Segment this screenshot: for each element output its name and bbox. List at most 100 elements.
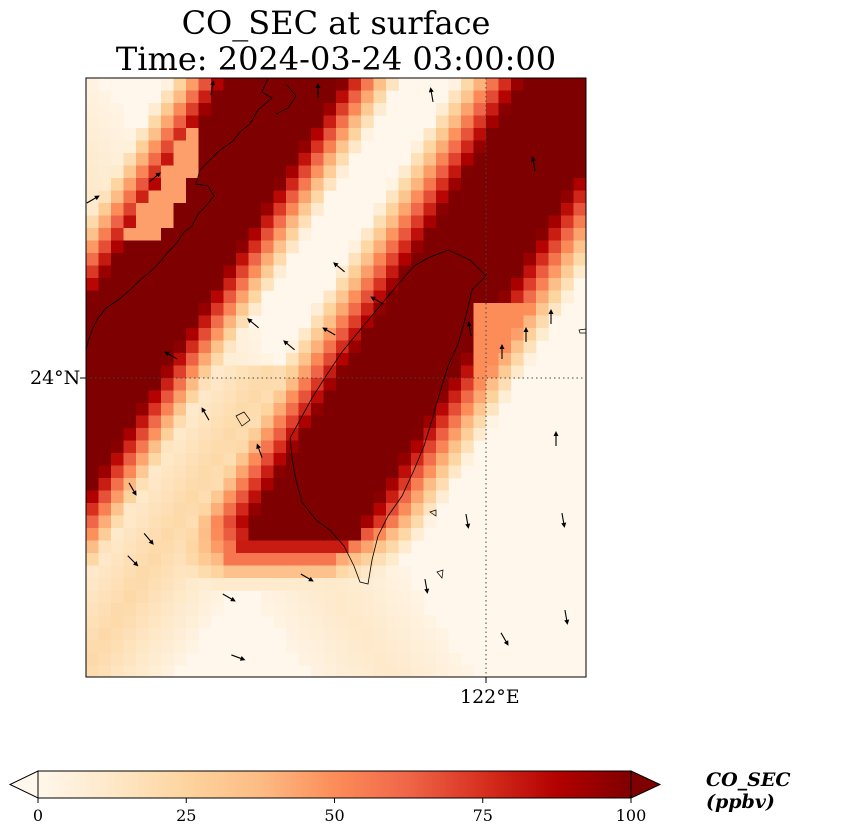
field-cell [248,478,262,491]
field-cell [161,490,174,504]
field-cell [498,390,512,404]
field-cell [161,278,174,291]
field-cell [148,165,162,179]
field-cell [548,215,562,229]
field-cell [248,215,262,229]
field-cell [373,240,387,254]
field-cell [236,578,249,591]
field-cell [323,303,337,316]
field-cell [373,653,387,666]
field-cell [86,103,99,116]
field-cell [486,328,499,341]
field-cell [386,365,399,379]
field-cell [411,478,424,491]
field-cell [348,628,362,641]
field-cell [573,178,586,191]
field-cell [286,165,299,179]
field-cell [561,78,574,91]
field-cell [386,415,399,429]
field-cell [173,278,187,291]
field-cell [136,503,149,516]
field-cell [86,365,99,379]
field-cell [198,528,212,541]
field-cell [111,378,124,391]
field-cell [461,290,474,304]
field-cell [523,315,537,329]
field-cell [436,115,449,129]
field-cell [98,128,112,141]
field-cell [173,153,187,166]
field-cell [373,578,387,591]
field-cell [173,590,187,604]
field-cell [248,278,262,291]
field-cell [398,390,412,404]
field-cell [173,640,187,654]
field-cell [398,490,412,504]
field-cell [211,303,224,316]
field-cell [423,190,437,204]
field-cell [86,128,99,141]
field-cell [248,403,262,416]
field-cell [498,178,512,191]
field-cell [336,128,349,141]
field-cell [261,140,274,154]
field-cell [286,115,299,129]
field-cell [173,78,187,91]
field-cell [86,78,99,91]
field-cell [511,78,524,91]
field-cell [111,490,124,504]
field-cell [173,515,187,529]
field-cell [261,515,274,529]
field-cell [498,140,512,154]
field-cell [236,128,249,141]
field-cell [336,440,349,454]
field-cell [111,228,124,241]
field-cell [511,215,524,229]
field-cell [148,615,162,629]
field-cell [198,540,212,554]
wind-arrow [315,83,321,98]
map-panel [80,77,587,683]
field-cell [236,165,249,179]
field-cell [148,265,162,279]
field-cell [348,328,362,341]
field-cell [286,365,299,379]
field-cell [436,303,449,316]
field-cell [448,78,462,91]
field-cell [186,228,199,241]
field-cell [198,115,212,129]
field-cell [411,353,424,366]
field-cell [123,253,137,266]
field-cell [136,603,149,616]
field-cell [136,378,149,391]
field-cell [386,553,399,566]
field-cell [348,365,362,379]
field-cell [411,528,424,541]
field-cell [573,215,586,229]
field-cell [573,203,586,216]
field-cell [223,465,237,479]
field-cell [148,453,162,466]
field-cell [286,240,299,254]
field-cell [573,265,586,279]
field-cell [86,190,99,204]
field-cell [386,228,399,241]
field-cell [98,190,112,204]
field-cell [148,515,162,529]
field-cell [323,453,337,466]
field-cell [286,390,299,404]
field-cell [111,403,124,416]
field-cell [573,228,586,241]
field-cell [86,115,99,129]
field-cell [98,378,112,391]
field-cell [436,203,449,216]
field-cell [111,465,124,479]
field-cell [173,290,187,304]
field-cell [511,290,524,304]
field-cell [473,415,487,429]
field-cell [123,590,137,604]
field-cell [286,203,299,216]
field-cell [136,290,149,304]
field-cell [361,253,374,266]
field-cell [211,315,224,329]
